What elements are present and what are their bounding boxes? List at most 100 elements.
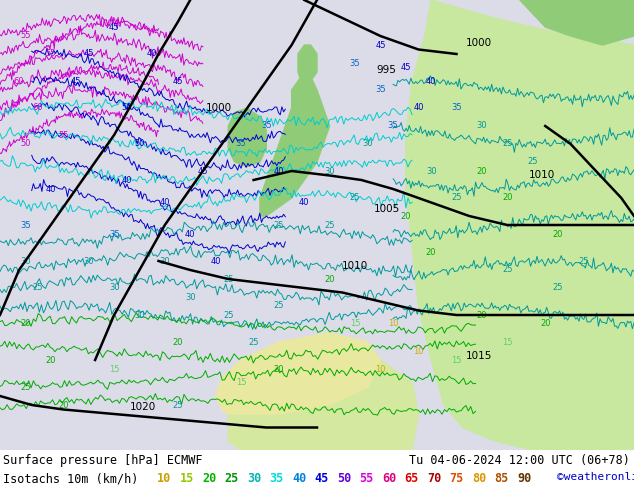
Text: 20: 20 (477, 311, 487, 319)
Text: 995: 995 (377, 65, 397, 75)
Text: 30: 30 (160, 256, 170, 266)
Text: 15: 15 (236, 378, 246, 387)
Text: 35: 35 (451, 103, 462, 113)
Text: 25: 25 (223, 311, 233, 319)
Text: 25: 25 (223, 274, 233, 284)
Text: 30: 30 (134, 311, 145, 319)
Text: 35: 35 (109, 229, 119, 239)
Text: 30: 30 (325, 167, 335, 175)
Text: Tu 04-06-2024 12:00 UTC (06+78): Tu 04-06-2024 12:00 UTC (06+78) (409, 454, 630, 467)
Text: Surface pressure [hPa] ECMWF: Surface pressure [hPa] ECMWF (3, 454, 202, 467)
Text: 35: 35 (261, 122, 271, 130)
Text: 1005: 1005 (373, 204, 400, 214)
Text: 40: 40 (46, 185, 56, 194)
Text: 25: 25 (224, 472, 239, 485)
Text: 50: 50 (20, 140, 30, 148)
Text: 40: 40 (122, 175, 132, 185)
Polygon shape (228, 108, 266, 167)
Text: 45: 45 (71, 76, 81, 85)
Text: 40: 40 (147, 49, 157, 58)
Text: 10: 10 (388, 319, 398, 328)
Text: 40: 40 (274, 167, 284, 175)
Text: 30: 30 (363, 140, 373, 148)
Text: 65: 65 (404, 472, 418, 485)
Text: 20: 20 (274, 365, 284, 373)
Text: 20: 20 (553, 229, 563, 239)
Text: 45: 45 (84, 49, 94, 58)
Text: 40: 40 (185, 229, 195, 239)
Text: 1010: 1010 (342, 261, 368, 270)
Text: 30: 30 (109, 284, 119, 293)
Text: 35: 35 (350, 58, 360, 68)
Text: 25: 25 (451, 194, 462, 202)
Text: 25: 25 (274, 301, 284, 311)
Text: 20: 20 (477, 167, 487, 175)
Text: 50: 50 (122, 103, 132, 113)
Text: 35: 35 (236, 140, 246, 148)
Text: 1015: 1015 (465, 350, 492, 361)
Text: 1000: 1000 (465, 38, 492, 48)
Text: 20: 20 (202, 472, 216, 485)
Text: 20: 20 (46, 356, 56, 365)
Text: 20: 20 (20, 319, 30, 328)
Text: 50: 50 (337, 472, 351, 485)
Text: 45: 45 (198, 167, 208, 175)
Polygon shape (216, 333, 380, 414)
Text: 60: 60 (14, 76, 24, 85)
Text: 25: 25 (33, 284, 43, 293)
Text: 60: 60 (382, 472, 396, 485)
Text: 25: 25 (578, 256, 588, 266)
Text: 20: 20 (502, 194, 512, 202)
Text: 15: 15 (350, 319, 360, 328)
Text: 35: 35 (269, 472, 284, 485)
Text: 25: 25 (502, 140, 512, 148)
Text: 1000: 1000 (205, 103, 232, 113)
Text: 30: 30 (185, 293, 195, 301)
Text: 75: 75 (450, 472, 463, 485)
Text: 50: 50 (134, 140, 145, 148)
Text: 25: 25 (172, 400, 183, 410)
Text: 1010: 1010 (529, 171, 555, 180)
Text: 15: 15 (502, 338, 512, 346)
Text: 45: 45 (314, 472, 329, 485)
Text: 40: 40 (210, 256, 221, 266)
Text: 35: 35 (20, 220, 30, 229)
Polygon shape (406, 0, 634, 450)
Text: 20: 20 (58, 400, 68, 410)
Text: 30: 30 (247, 472, 261, 485)
Text: 55: 55 (58, 130, 68, 140)
Text: 10: 10 (375, 365, 385, 373)
Text: 25: 25 (20, 383, 30, 392)
Polygon shape (228, 351, 418, 450)
Text: 25: 25 (350, 194, 360, 202)
Text: 25: 25 (249, 338, 259, 346)
Text: 70: 70 (427, 472, 441, 485)
Text: 25: 25 (527, 157, 538, 167)
Text: 10: 10 (157, 472, 171, 485)
Text: 55: 55 (46, 49, 56, 58)
Polygon shape (520, 0, 634, 45)
Text: 40: 40 (426, 76, 436, 85)
Text: 20: 20 (172, 338, 183, 346)
Text: Isotachs 10m (km/h): Isotachs 10m (km/h) (3, 472, 138, 485)
Text: 25: 25 (502, 266, 512, 274)
Text: 40: 40 (160, 198, 170, 207)
Text: ©weatheronline.co.uk: ©weatheronline.co.uk (557, 472, 634, 482)
Text: 20: 20 (401, 212, 411, 220)
Text: 15: 15 (179, 472, 194, 485)
Text: 40: 40 (413, 103, 424, 113)
Text: 40: 40 (292, 472, 306, 485)
Text: 20: 20 (426, 247, 436, 256)
Text: 35: 35 (388, 122, 398, 130)
Text: 55: 55 (359, 472, 374, 485)
Polygon shape (298, 45, 317, 90)
Text: 30: 30 (20, 256, 30, 266)
Text: 25: 25 (274, 220, 284, 229)
Text: 30: 30 (477, 122, 487, 130)
Text: 20: 20 (325, 274, 335, 284)
Polygon shape (260, 72, 330, 216)
Text: 45: 45 (375, 41, 385, 49)
Text: 85: 85 (495, 472, 508, 485)
Text: 45: 45 (172, 76, 183, 85)
Text: 10: 10 (413, 346, 424, 356)
